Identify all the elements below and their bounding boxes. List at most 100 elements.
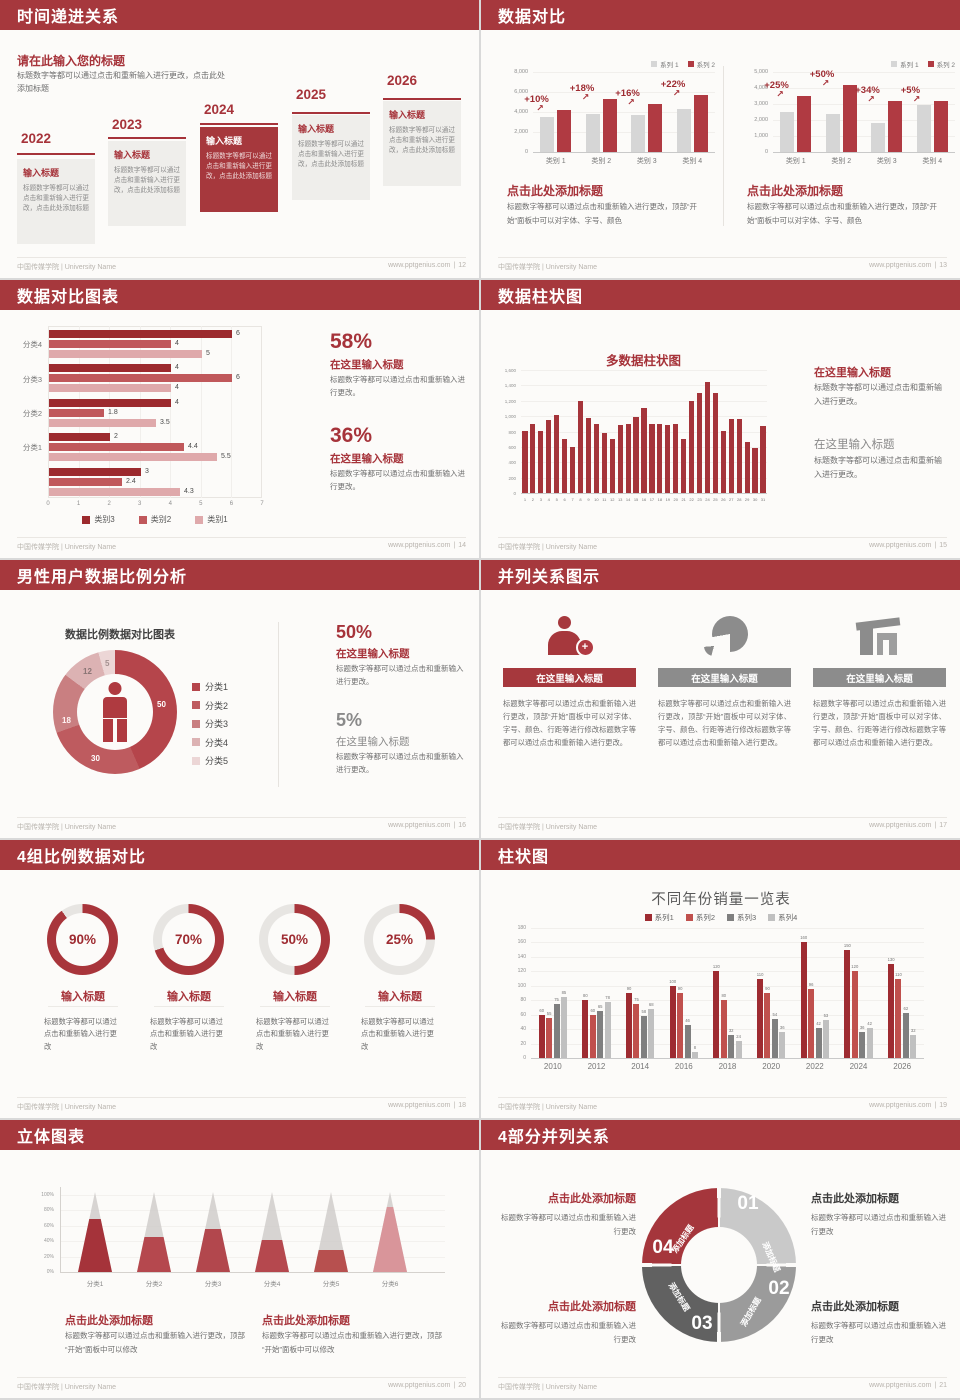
slide-thumbnail-grouped-bar-chart[interactable]: 柱状图 不同年份销量一览表 中国传媒学院 | University Name w… bbox=[481, 840, 960, 1118]
slice-value-label: 30 bbox=[91, 754, 100, 763]
bar bbox=[648, 104, 663, 152]
bar bbox=[684, 1025, 691, 1058]
value-label: 60 bbox=[539, 1008, 545, 1013]
stat-heading: 在这里输入标题 bbox=[330, 453, 404, 465]
segment-number: 02 bbox=[768, 1278, 790, 1299]
building-left-block bbox=[859, 627, 873, 655]
grid-line bbox=[531, 956, 924, 958]
category-label: 分类3 bbox=[204, 1281, 222, 1288]
grid-line bbox=[139, 326, 141, 498]
ring-percent: 70% bbox=[174, 932, 203, 947]
timeline-item-box: 输入标题 标题数字等都可以通过点击和重新输入进行更改，点击此处添加标题 bbox=[200, 127, 278, 212]
category-label: 2024 bbox=[849, 1062, 868, 1071]
slide-thumbnail-timeline[interactable]: 时间递进关系 请在此输入您的标题 标题数字等都可以通过点击和重新输入进行更改，点… bbox=[0, 0, 479, 278]
slide-thumbnail-column-chart[interactable]: 数据柱状图 多数据柱状图 在这里输入标题 标题数字等都可以通过点击和重新输入进行… bbox=[481, 280, 960, 558]
legend-item: 类别3 bbox=[82, 514, 115, 525]
legend-label: 系列2 bbox=[695, 913, 715, 922]
ring-gauge: 50% bbox=[259, 904, 330, 975]
slice-value-label: 12 bbox=[83, 667, 92, 676]
cone-fill bbox=[78, 1219, 112, 1272]
bar bbox=[744, 442, 750, 493]
slide-title-bar: 柱状图 bbox=[481, 840, 960, 870]
grid-line bbox=[60, 1256, 445, 1258]
building-icon bbox=[813, 614, 946, 660]
axis-tick-label: 40% bbox=[43, 1238, 54, 1245]
footer-separator: | bbox=[934, 1382, 937, 1389]
ring-fill: 90% bbox=[47, 904, 118, 975]
timeline-item-box: 输入标题 标题数字等都可以通过点击和重新输入进行更改，点击此处添加标题 bbox=[292, 115, 370, 200]
slide-thumbnail-hbar-chart[interactable]: 数据对比图表 58% 在这里输入标题 标题数字等都可以通过点击和重新输入进行更改… bbox=[0, 280, 479, 558]
slide-thumbnail-cone-chart[interactable]: 立体图表 点击此处添加标题 标题数字等都可以通过点击和重新输入进行更改，顶部“开… bbox=[0, 1120, 479, 1398]
caption-body: 标题数字等都可以通过点击和重新输入进行更改，顶部“开始”面板中可以对字体、字号、… bbox=[507, 202, 697, 225]
bar bbox=[557, 110, 572, 152]
chart-title: 多数据柱状图 bbox=[605, 354, 681, 368]
bar bbox=[673, 424, 679, 493]
bar bbox=[546, 1018, 553, 1058]
footer-separator: | bbox=[453, 1102, 456, 1109]
bar bbox=[657, 424, 663, 493]
axis-line bbox=[531, 1058, 924, 1059]
bar bbox=[609, 439, 615, 493]
ring-gauge: 70% bbox=[153, 904, 224, 975]
bar bbox=[49, 487, 180, 496]
timeline-year-line bbox=[200, 123, 278, 125]
legend-swatch bbox=[192, 701, 200, 709]
corner-block-bottom-right: 点击此处添加标题 标题数字等都可以通过点击和重新输入进行更改 bbox=[811, 1298, 949, 1346]
footer-site: www.pptgenius.com bbox=[869, 1102, 932, 1109]
stat-percent: 58% bbox=[330, 330, 373, 353]
value-label: 120 bbox=[851, 964, 859, 969]
block-heading: 点击此处添加标题 bbox=[548, 1301, 636, 1313]
bar bbox=[49, 374, 232, 383]
value-label: 5.5 bbox=[221, 453, 231, 461]
legend-swatch bbox=[644, 914, 652, 921]
footer-university: 中国传媒学院 | University Name bbox=[498, 1384, 598, 1391]
category-label: 分类2 bbox=[145, 1281, 163, 1288]
ring-fill: 25% bbox=[364, 904, 435, 975]
cone bbox=[78, 1192, 112, 1272]
legend-label: 系列1 bbox=[654, 913, 674, 922]
category-label: 分类3 bbox=[22, 374, 42, 384]
value-label: 8 bbox=[693, 1045, 697, 1050]
item-title-bar: 在这里输入标题 bbox=[658, 668, 791, 687]
value-label: 24 bbox=[736, 1034, 741, 1039]
value-label: 110 bbox=[756, 972, 764, 977]
slide-thumbnail-data-compare[interactable]: 数据对比 点击此处添加标题 标题数字等都可以通过点击和重新输入进行更改，顶部“开… bbox=[481, 0, 960, 278]
legend-label: 分类3 bbox=[205, 719, 229, 729]
chart-legend: 分类1 分类2 分类3 分类4 分类5 bbox=[192, 680, 228, 767]
item-title: 在这里输入标题 bbox=[691, 673, 758, 685]
bar bbox=[888, 964, 895, 1058]
cone-fill bbox=[137, 1236, 171, 1272]
legend-swatch bbox=[768, 914, 776, 921]
item-title-bar: 在这里输入标题 bbox=[813, 668, 946, 687]
slide-thumbnail-parallel-items[interactable]: 并列关系图示 + 在这里输入标题 在这里输入标题 在这里输入标题 bbox=[481, 560, 960, 838]
caption-body: 标题数字等都可以通过点击和重新输入进行更改，顶部“开始”面板中可以修改 bbox=[262, 1331, 442, 1354]
timeline-year-label: 2023 bbox=[112, 117, 143, 132]
slide-footer: 中国传媒学院 | University Name www.pptgenius.c… bbox=[17, 817, 466, 832]
ring-hole bbox=[373, 913, 426, 966]
slide-thumbnail-donut-chart[interactable]: 男性用户数据比例分析 数据比例数据对比图表 50% 在这里输入标题 标题数字等都… bbox=[0, 560, 479, 838]
footer-page-number: 19 bbox=[939, 1102, 947, 1109]
stat-heading: 在这里输入标题 bbox=[336, 648, 410, 660]
bar bbox=[691, 1052, 698, 1058]
slide-thumbnail-quad-ring[interactable]: 4部分并列关系 点击此处添加标题 标题数字等都可以通过点击和重新输入进行更改 点… bbox=[481, 1120, 960, 1398]
bar bbox=[522, 431, 528, 493]
footer-site: www.pptgenius.com bbox=[869, 1382, 932, 1389]
category-label: 分类6 bbox=[381, 1281, 399, 1288]
person-icon bbox=[98, 682, 132, 742]
slide-title-bar: 4组比例数据对比 bbox=[0, 840, 479, 870]
legend-label: 分类1 bbox=[205, 682, 229, 692]
value-label: 78 bbox=[605, 995, 610, 1000]
caption-title: 点击此处添加标题 bbox=[262, 1315, 350, 1327]
grid-line bbox=[170, 326, 172, 498]
axis-tick-label: 80 bbox=[520, 997, 526, 1004]
category-label: 2018 bbox=[718, 1062, 737, 1071]
category-label: 1 bbox=[523, 497, 527, 502]
block-heading: 点击此处添加标题 bbox=[811, 1301, 899, 1313]
stat-heading: 在这里输入标题 bbox=[814, 367, 891, 379]
bar bbox=[669, 986, 676, 1058]
bar bbox=[736, 419, 742, 493]
slide-title: 4部分并列关系 bbox=[498, 1129, 610, 1146]
stat-body: 标题数字等都可以通过点击和重新输入进行更改。 bbox=[330, 375, 465, 398]
slide-thumbnail-ring-gauges[interactable]: 4组比例数据对比 90% 70% 50% 25% 输入标题 输入标题 输入标题 … bbox=[0, 840, 479, 1118]
corner-block-top-left: 点击此处添加标题 标题数字等都可以通过点击和重新输入进行更改 bbox=[501, 1190, 636, 1238]
